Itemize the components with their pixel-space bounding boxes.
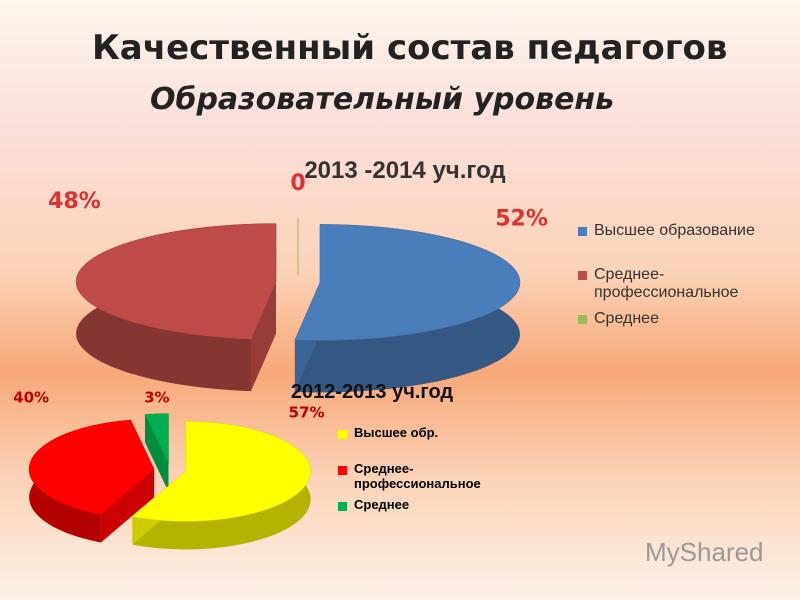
legend-label: Среднее-профессиональное [594, 266, 739, 301]
chart-title: 2013 -2014 уч.год [304, 157, 505, 184]
legend-item: Среднее [338, 497, 508, 512]
legend-item: Среднее-профессиональное [578, 266, 758, 302]
pie-slice [28, 419, 155, 515]
data-label: 52% [495, 206, 548, 231]
slide-subtitle: Образовательный уровень [150, 82, 615, 117]
legend-item: Высшее обр. [338, 425, 508, 440]
data-label: 40% [13, 389, 49, 407]
watermark: MyShared [645, 537, 764, 567]
slide-title: Качественный состав педагогов [92, 28, 728, 68]
pie-slice [75, 223, 277, 340]
data-label: 3% [144, 389, 169, 407]
pie-slice [294, 224, 521, 341]
legend-swatch [338, 430, 347, 439]
legend-swatch [338, 502, 347, 511]
legend-swatch [338, 466, 347, 475]
legend-label: Высшее обр. [354, 425, 439, 440]
pie-slice-cut [100, 469, 155, 543]
legend-item: Высшее образование [578, 222, 758, 240]
pie-slice-cut [145, 414, 169, 492]
data-label: 0 [290, 171, 305, 196]
pie-slice-cut [250, 281, 277, 392]
legend-swatch [578, 227, 587, 236]
legend-label: Высшее образование [594, 222, 755, 239]
pie-labels: 52% 48% 0 [48, 171, 548, 231]
legend-label: Среднее-профессиональное [354, 461, 481, 491]
pie-tops [28, 413, 311, 522]
legend-swatch [578, 315, 587, 324]
legend-label: Среднее [354, 497, 410, 512]
pie-slice [144, 413, 169, 464]
chart-title: 2012-2013 уч.год [291, 381, 454, 403]
legend-swatch [578, 271, 587, 280]
legend-item: Среднее [578, 310, 758, 328]
pie-slice [131, 421, 311, 522]
pie-labels: 57% 40% 3% [13, 389, 324, 422]
data-label: 48% [48, 189, 101, 214]
data-label: 57% [289, 404, 325, 422]
legend-label: Среднее [594, 310, 659, 327]
legend-item: Среднее-профессиональное [338, 461, 508, 491]
pie-tops [75, 217, 521, 341]
